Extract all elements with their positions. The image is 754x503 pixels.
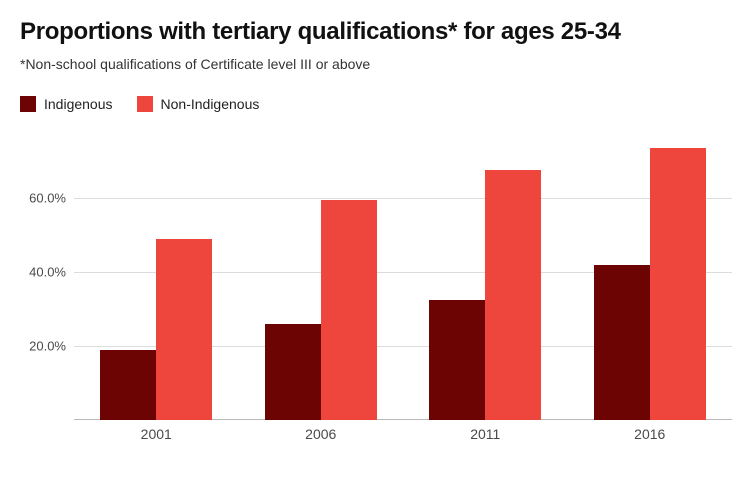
bar-2-0 — [429, 300, 485, 420]
legend: Indigenous Non-Indigenous — [20, 96, 734, 112]
bar-1-0 — [265, 324, 321, 420]
xtick-label-0: 2001 — [74, 426, 239, 442]
bar-3-1 — [650, 148, 706, 420]
legend-item-1: Non-Indigenous — [137, 96, 260, 112]
bar-group-1 — [239, 124, 404, 420]
chart-subtitle: *Non-school qualifications of Certificat… — [20, 56, 734, 72]
ytick-label-2: 60.0% — [20, 191, 66, 206]
bar-1-1 — [321, 200, 377, 420]
legend-label-0: Indigenous — [44, 96, 113, 112]
bar-2-1 — [485, 170, 541, 420]
chart-title: Proportions with tertiary qualifications… — [20, 18, 734, 46]
xtick-labels: 2001 2006 2011 2016 — [74, 426, 732, 442]
bar-group-0 — [74, 124, 239, 420]
legend-swatch-1 — [137, 96, 153, 112]
bar-groups — [74, 124, 732, 420]
bar-0-0 — [100, 350, 156, 420]
bar-group-3 — [568, 124, 733, 420]
xtick-label-3: 2016 — [568, 426, 733, 442]
legend-item-0: Indigenous — [20, 96, 113, 112]
xtick-label-1: 2006 — [239, 426, 404, 442]
bar-group-2 — [403, 124, 568, 420]
legend-swatch-0 — [20, 96, 36, 112]
legend-label-1: Non-Indigenous — [161, 96, 260, 112]
ytick-label-0: 20.0% — [20, 339, 66, 354]
chart-area: 20.0% 40.0% 60.0% 2001 2006 2 — [20, 120, 732, 460]
xtick-label-2: 2011 — [403, 426, 568, 442]
bar-0-1 — [156, 239, 212, 420]
ytick-label-1: 40.0% — [20, 265, 66, 280]
bar-3-0 — [594, 265, 650, 420]
